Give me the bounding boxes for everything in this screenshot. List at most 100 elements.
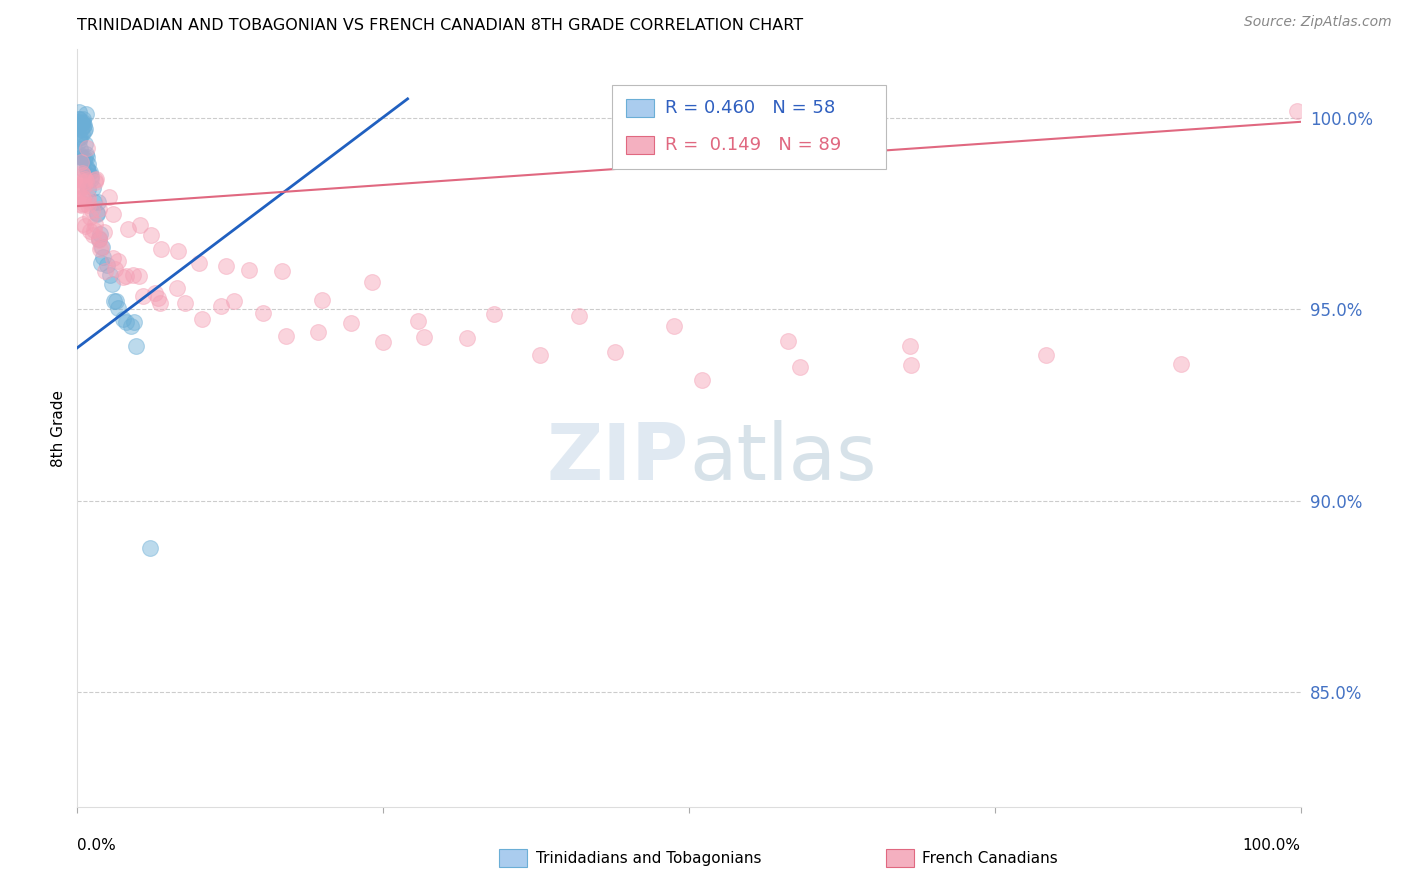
Point — [76, 162, 98, 177]
Point — [776, 334, 799, 348]
Point — [73, 178, 96, 193]
Point — [70, 189, 93, 203]
Point — [73, 219, 96, 233]
Point — [69, 147, 91, 161]
Point — [80, 169, 103, 183]
Point — [69, 129, 91, 144]
Point — [900, 338, 922, 352]
Point — [89, 243, 111, 257]
Point — [149, 242, 172, 256]
Point — [82, 227, 104, 242]
Point — [101, 252, 124, 266]
Point — [103, 207, 125, 221]
Point — [70, 198, 93, 212]
Point — [73, 152, 96, 166]
Text: TRINIDADIAN AND TOBAGONIAN VS FRENCH CANADIAN 8TH GRADE CORRELATION CHART: TRINIDADIAN AND TOBAGONIAN VS FRENCH CAN… — [77, 18, 803, 33]
Point — [187, 255, 209, 269]
Point — [79, 165, 101, 179]
Point — [67, 105, 90, 120]
Point — [166, 244, 188, 259]
Point — [789, 360, 811, 375]
Point — [76, 194, 98, 208]
Point — [72, 217, 94, 231]
Point — [105, 294, 128, 309]
Point — [128, 268, 150, 283]
Point — [83, 175, 105, 189]
Point — [114, 268, 136, 283]
Text: atlas: atlas — [689, 420, 876, 497]
Point — [72, 119, 94, 133]
Point — [70, 166, 93, 180]
Point — [75, 171, 97, 186]
Point — [91, 240, 114, 254]
Point — [73, 197, 96, 211]
Point — [73, 122, 96, 136]
Text: Trinidadians and Tobagonians: Trinidadians and Tobagonians — [536, 851, 761, 865]
Point — [73, 123, 96, 137]
Text: French Canadians: French Canadians — [922, 851, 1059, 865]
Point — [70, 122, 93, 136]
Point — [69, 142, 91, 156]
Point — [70, 179, 93, 194]
Point — [89, 227, 111, 242]
Point — [89, 202, 111, 217]
Point — [215, 260, 238, 274]
Point — [125, 339, 148, 353]
Text: R = 0.460   N = 58: R = 0.460 N = 58 — [665, 99, 835, 117]
Point — [98, 190, 121, 204]
Point — [107, 301, 129, 316]
Point — [83, 222, 105, 236]
Point — [79, 210, 101, 224]
Point — [65, 184, 87, 198]
Point — [80, 172, 103, 186]
Point — [340, 316, 363, 330]
Point — [307, 326, 329, 340]
Point — [252, 306, 274, 320]
Point — [91, 251, 114, 265]
Point — [128, 219, 150, 233]
Text: ZIP: ZIP — [547, 420, 689, 497]
Point — [662, 319, 685, 334]
Point — [76, 164, 98, 178]
Point — [209, 299, 232, 313]
Point — [72, 191, 94, 205]
Point — [70, 150, 93, 164]
Point — [1035, 348, 1057, 362]
Point — [276, 329, 298, 343]
Point — [87, 233, 110, 247]
Point — [67, 183, 90, 197]
Point — [605, 345, 627, 359]
Point — [406, 313, 429, 327]
Point — [73, 137, 96, 152]
Text: R =  0.149   N = 89: R = 0.149 N = 89 — [665, 136, 841, 154]
Point — [75, 147, 97, 161]
Point — [360, 275, 382, 289]
Text: 0.0%: 0.0% — [77, 838, 117, 853]
Point — [79, 224, 101, 238]
Point — [143, 285, 166, 300]
Point — [83, 195, 105, 210]
Point — [900, 358, 922, 372]
Point — [69, 197, 91, 211]
Point — [238, 263, 260, 277]
Point — [73, 175, 96, 189]
Text: Source: ZipAtlas.com: Source: ZipAtlas.com — [1244, 15, 1392, 29]
Point — [82, 202, 104, 217]
Point — [166, 281, 188, 295]
Point — [72, 169, 94, 183]
Point — [76, 140, 98, 154]
Point — [77, 182, 100, 196]
Point — [132, 288, 155, 302]
Point — [75, 107, 97, 121]
Point — [75, 174, 97, 188]
Point — [101, 277, 124, 292]
Point — [117, 222, 139, 236]
Point — [456, 331, 478, 345]
Point — [72, 161, 94, 176]
Point — [84, 171, 107, 186]
Point — [224, 293, 246, 308]
Point — [90, 256, 112, 270]
Point — [174, 295, 197, 310]
Point — [93, 225, 115, 239]
Point — [413, 329, 436, 343]
